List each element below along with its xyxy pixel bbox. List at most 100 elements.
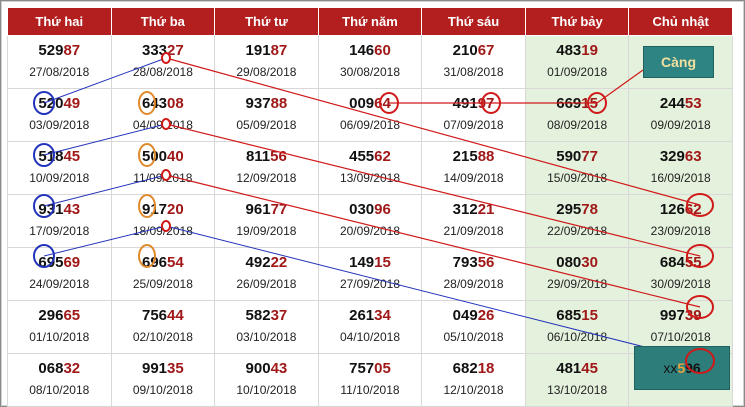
header-monday: Thứ hai	[7, 7, 112, 36]
result-cell: 08030 29/09/2018	[524, 247, 630, 301]
result-date: 09/09/2018	[650, 118, 711, 132]
result-cell: 69654 25/09/2018	[110, 247, 216, 301]
result-cell: 12662 23/09/2018	[628, 194, 733, 248]
header-sunday: Chủ nhật	[628, 7, 733, 36]
result-cell: 66915 08/09/2018	[524, 88, 630, 142]
result-number: 58237	[215, 307, 318, 324]
number-last-two: 87	[63, 42, 81, 59]
result-number: 52049	[8, 95, 111, 112]
result-number: 51845	[8, 148, 111, 165]
result-number: 59077	[526, 148, 629, 165]
result-number: 66915	[526, 95, 629, 112]
result-number: 99739	[629, 307, 732, 324]
result-cell: 79356 28/09/2018	[421, 247, 526, 301]
number-prefix: 669	[556, 95, 582, 112]
result-cell: 52987 27/08/2018	[7, 35, 112, 89]
cang-label-box: Càng	[643, 46, 714, 78]
number-last-two: 32	[63, 360, 81, 377]
result-date: 06/10/2018	[547, 330, 608, 344]
result-date: 17/09/2018	[29, 224, 90, 238]
result-number: 48319	[526, 42, 629, 59]
result-number: 68515	[526, 307, 629, 324]
number-prefix: 295	[556, 201, 582, 218]
result-number: 69569	[8, 254, 111, 271]
number-last-two: 55	[684, 254, 702, 271]
result-number: 75644	[112, 307, 215, 324]
result-date: 26/09/2018	[236, 277, 297, 291]
result-cell: 68515 06/10/2018	[524, 300, 630, 354]
result-tail: 96	[685, 360, 701, 376]
number-last-two: 49	[63, 95, 81, 112]
number-last-two: 96	[374, 201, 391, 218]
header-wednesday: Thứ tư	[214, 7, 319, 36]
number-prefix: 695	[38, 254, 64, 271]
result-number: 93788	[215, 95, 318, 112]
result-date: 24/09/2018	[29, 277, 90, 291]
result-number: 03096	[319, 201, 422, 218]
header-thursday: Thứ năm	[317, 7, 423, 36]
number-last-two: 20	[167, 201, 184, 218]
result-date: 27/08/2018	[29, 65, 90, 79]
lottery-results-table: Thứ hai Thứ ba Thứ tư Thứ năm Thứ sáu Th…	[7, 7, 733, 407]
result-cell: 00964 06/09/2018	[317, 88, 423, 142]
table-row: 06832 08/10/2018 99135 09/10/2018 90043 10/10…	[7, 353, 733, 407]
result-cell: 21067 31/08/2018	[421, 35, 526, 89]
number-last-two: 15	[374, 254, 391, 271]
number-prefix: 126	[659, 201, 685, 218]
header-saturday: Thứ bảy	[524, 7, 630, 36]
table-row: 29665 01/10/2018 75644 02/10/2018 58237 03/10…	[7, 300, 733, 354]
result-digit: 5	[677, 360, 686, 376]
number-prefix: 009	[349, 95, 375, 112]
table-row: 69569 24/09/2018 69654 25/09/2018 49222 26/09…	[7, 247, 733, 301]
number-last-two: 44	[167, 307, 184, 324]
result-cell: 75705 11/10/2018	[317, 353, 423, 407]
number-last-two: 27	[167, 42, 184, 59]
result-date: 29/09/2018	[547, 277, 608, 291]
number-prefix: 068	[38, 360, 64, 377]
result-cell: 81156 12/09/2018	[214, 141, 319, 195]
result-cell: 32963 16/09/2018	[628, 141, 733, 195]
number-prefix: 215	[452, 148, 478, 165]
result-cell: 99135 09/10/2018	[110, 353, 216, 407]
result-date: 03/10/2018	[236, 330, 297, 344]
number-last-two: 53	[684, 95, 702, 112]
number-prefix: 756	[141, 307, 168, 324]
number-prefix: 500	[141, 148, 168, 165]
result-date: 12/09/2018	[236, 171, 297, 185]
result-date: 30/08/2018	[339, 65, 400, 79]
number-last-two: 43	[63, 201, 81, 218]
result-date: 02/10/2018	[132, 330, 193, 344]
number-prefix: 329	[659, 148, 685, 165]
number-prefix: 146	[349, 42, 375, 59]
result-cell: 03096 20/09/2018	[317, 194, 423, 248]
result-date: 04/10/2018	[339, 330, 400, 344]
result-date: 08/09/2018	[547, 118, 608, 132]
number-last-two: 18	[477, 360, 495, 377]
number-last-two: 43	[270, 360, 288, 377]
number-prefix: 455	[349, 148, 375, 165]
result-date: 05/09/2018	[236, 118, 297, 132]
result-cell: 04926 05/10/2018	[421, 300, 526, 354]
result-cell: 93143 17/09/2018	[7, 194, 112, 248]
number-prefix: 582	[245, 307, 271, 324]
result-number: 29665	[8, 307, 111, 324]
number-prefix: 296	[38, 307, 64, 324]
result-cell: 14660 30/08/2018	[317, 35, 423, 89]
number-prefix: 518	[38, 148, 64, 165]
result-date: 28/08/2018	[132, 65, 193, 79]
number-last-two: 60	[374, 42, 391, 59]
number-last-two: 34	[374, 307, 391, 324]
result-number: 21067	[422, 42, 525, 59]
result-date: 12/10/2018	[443, 383, 504, 397]
result-date: 15/09/2018	[547, 171, 608, 185]
number-last-two: 22	[270, 254, 288, 271]
number-last-two: 21	[477, 201, 495, 218]
number-prefix: 149	[349, 254, 375, 271]
result-cell: 49222 26/09/2018	[214, 247, 319, 301]
number-last-two: 56	[270, 148, 287, 165]
result-number: 68455	[629, 254, 732, 271]
result-date: 23/09/2018	[650, 224, 711, 238]
result-date: 19/09/2018	[236, 224, 297, 238]
result-date: 10/10/2018	[236, 383, 297, 397]
result-cell: 52049 03/09/2018	[7, 88, 112, 142]
